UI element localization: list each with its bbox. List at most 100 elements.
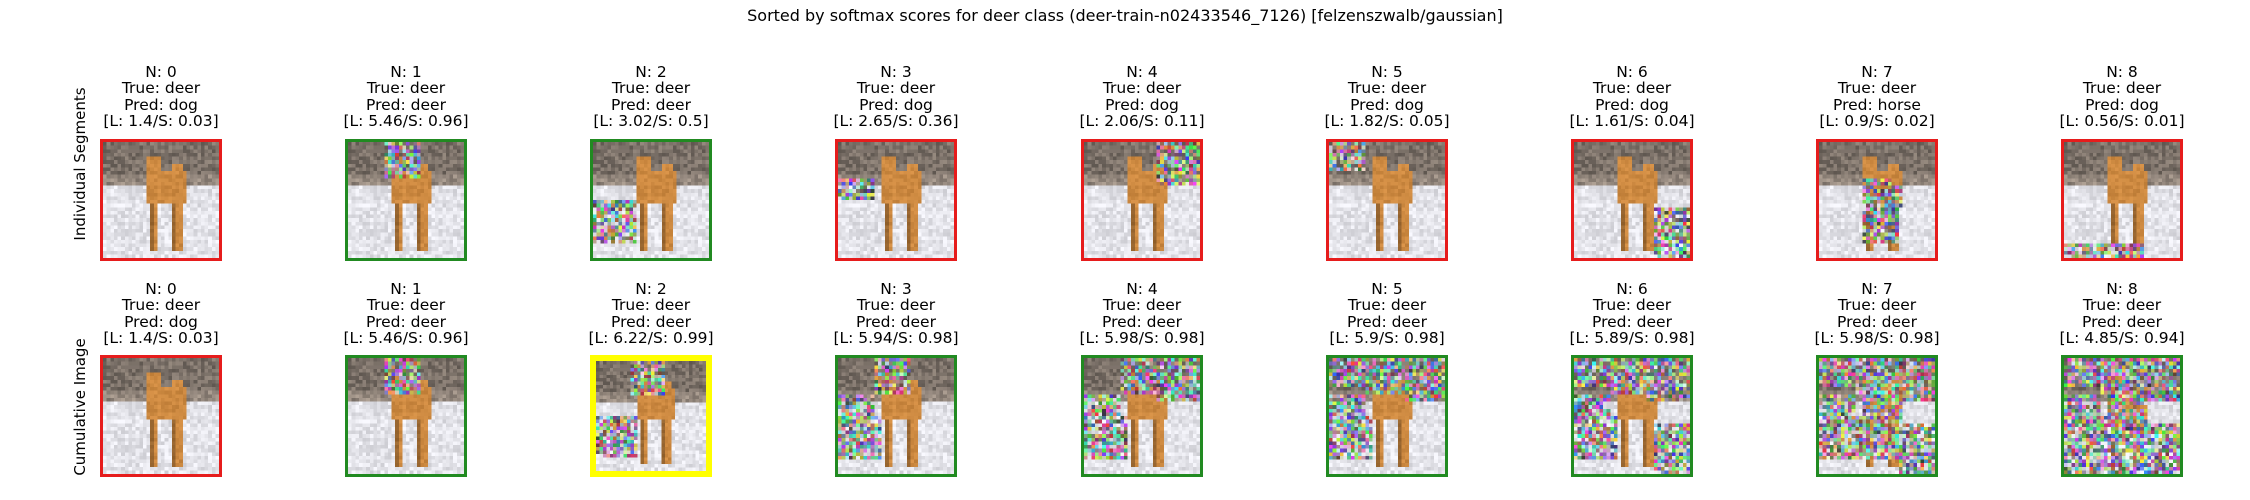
- segment-count: N: 7: [1861, 63, 1893, 81]
- true-label: True: deer: [1837, 79, 1917, 98]
- predicted-label: Pred: horse: [1833, 95, 1921, 114]
- true-label: True: deer: [1347, 79, 1427, 98]
- predicted-label: Pred: deer: [1102, 312, 1182, 331]
- cumulative-thumbnail-7: [1816, 355, 1938, 477]
- segment-count: N: 5: [1371, 63, 1403, 81]
- cell-caption: N: 7 True: deer Pred: deer [L: 5.98/S: 0.98…: [1777, 281, 1977, 347]
- logit-softmax-score: [L: 2.06/S: 0.11]: [1079, 112, 1205, 131]
- individual-cell-2: N: 2 True: deer Pred: deer [L: 3.02/S: 0.5]: [551, 64, 751, 130]
- segment-count: N: 2: [635, 280, 667, 298]
- deer-photo: [596, 361, 706, 471]
- predicted-label: Pred: deer: [2082, 312, 2162, 331]
- logit-softmax-score: [L: 4.85/S: 0.94]: [2059, 329, 2185, 348]
- deer-photo: [1574, 142, 1690, 258]
- predicted-label: Pred: deer: [1592, 312, 1672, 331]
- predicted-label: Pred: deer: [856, 312, 936, 331]
- cumulative-thumbnail-2: [590, 355, 712, 477]
- cell-caption: N: 5 True: deer Pred: dog [L: 1.82/S: 0.05]: [1287, 64, 1487, 130]
- deer-photo: [103, 358, 219, 474]
- deer-photo: [1084, 358, 1200, 474]
- segment-count: N: 3: [880, 63, 912, 81]
- cumulative-cell-5: N: 5 True: deer Pred: deer [L: 5.9/S: 0.98]: [1287, 281, 1487, 347]
- logit-softmax-score: [L: 1.82/S: 0.05]: [1324, 112, 1450, 131]
- true-label: True: deer: [366, 296, 446, 315]
- individual-cell-3: N: 3 True: deer Pred: dog [L: 2.65/S: 0.36]: [796, 64, 996, 130]
- cell-caption: N: 1 True: deer Pred: deer [L: 5.46/S: 0.96…: [306, 281, 506, 347]
- cell-caption: N: 3 True: deer Pred: dog [L: 2.65/S: 0.36]: [796, 64, 996, 130]
- individual-cell-7: N: 7 True: deer Pred: horse [L: 0.9/S: 0.02…: [1777, 64, 1977, 130]
- predicted-label: Pred: deer: [1837, 312, 1917, 331]
- cumulative-cell-7: N: 7 True: deer Pred: deer [L: 5.98/S: 0.98…: [1777, 281, 1977, 347]
- logit-softmax-score: [L: 5.98/S: 0.98]: [1814, 329, 1940, 348]
- deer-photo: [1819, 142, 1935, 258]
- true-label: True: deer: [2082, 296, 2162, 315]
- individual-thumbnail-7: [1816, 139, 1938, 261]
- predicted-label: Pred: dog: [859, 95, 933, 114]
- deer-photo: [1819, 358, 1935, 474]
- cumulative-cell-8: N: 8 True: deer Pred: deer [L: 4.85/S: 0.94…: [2022, 281, 2222, 347]
- cumulative-thumbnail-6: [1571, 355, 1693, 477]
- logit-softmax-score: [L: 0.9/S: 0.02]: [1819, 112, 1935, 131]
- cumulative-thumbnail-5: [1326, 355, 1448, 477]
- deer-photo: [2064, 358, 2180, 474]
- individual-thumbnail-6: [1571, 139, 1693, 261]
- true-label: True: deer: [611, 296, 691, 315]
- true-label: True: deer: [611, 79, 691, 98]
- logit-softmax-score: [L: 1.4/S: 0.03]: [103, 112, 219, 131]
- deer-photo: [348, 142, 464, 258]
- cell-caption: N: 6 True: deer Pred: dog [L: 1.61/S: 0.04]: [1532, 64, 1732, 130]
- cell-caption: N: 5 True: deer Pred: deer [L: 5.9/S: 0.98]: [1287, 281, 1487, 347]
- true-label: True: deer: [1592, 79, 1672, 98]
- logit-softmax-score: [L: 5.94/S: 0.98]: [833, 329, 959, 348]
- segment-count: N: 1: [390, 280, 422, 298]
- true-label: True: deer: [1837, 296, 1917, 315]
- cell-caption: N: 0 True: deer Pred: dog [L: 1.4/S: 0.03]: [61, 64, 261, 130]
- cell-caption: N: 4 True: deer Pred: dog [L: 2.06/S: 0.11]: [1042, 64, 1242, 130]
- deer-photo: [838, 142, 954, 258]
- segment-count: N: 5: [1371, 280, 1403, 298]
- individual-thumbnail-1: [345, 139, 467, 261]
- individual-thumbnail-3: [835, 139, 957, 261]
- logit-softmax-score: [L: 5.46/S: 0.96]: [343, 112, 469, 131]
- cumulative-thumbnail-8: [2061, 355, 2183, 477]
- logit-softmax-score: [L: 1.4/S: 0.03]: [103, 329, 219, 348]
- cumulative-thumbnail-1: [345, 355, 467, 477]
- row-label-cumulative-image: Cumulative Image: [71, 338, 89, 476]
- individual-cell-0: N: 0 True: deer Pred: dog [L: 1.4/S: 0.03]: [61, 64, 261, 130]
- segment-count: N: 0: [145, 63, 177, 81]
- figure-title: Sorted by softmax scores for deer class …: [747, 6, 1503, 25]
- deer-photo: [593, 142, 709, 258]
- cell-caption: N: 2 True: deer Pred: deer [L: 6.22/S: 0.99…: [551, 281, 751, 347]
- segment-count: N: 4: [1126, 280, 1158, 298]
- individual-thumbnail-0: [100, 139, 222, 261]
- predicted-label: Pred: deer: [1347, 312, 1427, 331]
- cell-caption: N: 8 True: deer Pred: deer [L: 4.85/S: 0.94…: [2022, 281, 2222, 347]
- deer-photo: [348, 358, 464, 474]
- true-label: True: deer: [366, 79, 446, 98]
- cell-caption: N: 7 True: deer Pred: horse [L: 0.9/S: 0.02…: [1777, 64, 1977, 130]
- logit-softmax-score: [L: 5.89/S: 0.98]: [1569, 329, 1695, 348]
- deer-photo: [2064, 142, 2180, 258]
- cumulative-cell-4: N: 4 True: deer Pred: deer [L: 5.98/S: 0.98…: [1042, 281, 1242, 347]
- logit-softmax-score: [L: 5.9/S: 0.98]: [1329, 329, 1445, 348]
- cumulative-thumbnail-3: [835, 355, 957, 477]
- predicted-label: Pred: dog: [1350, 95, 1424, 114]
- true-label: True: deer: [121, 296, 201, 315]
- cell-caption: N: 2 True: deer Pred: deer [L: 3.02/S: 0.5]: [551, 64, 751, 130]
- predicted-label: Pred: dog: [1595, 95, 1669, 114]
- individual-thumbnail-5: [1326, 139, 1448, 261]
- predicted-label: Pred: dog: [2085, 95, 2159, 114]
- true-label: True: deer: [1592, 296, 1672, 315]
- cell-caption: N: 1 True: deer Pred: deer [L: 5.46/S: 0.96…: [306, 64, 506, 130]
- segment-count: N: 4: [1126, 63, 1158, 81]
- true-label: True: deer: [1347, 296, 1427, 315]
- logit-softmax-score: [L: 5.46/S: 0.96]: [343, 329, 469, 348]
- segment-count: N: 6: [1616, 63, 1648, 81]
- individual-thumbnail-4: [1081, 139, 1203, 261]
- true-label: True: deer: [856, 296, 936, 315]
- segment-count: N: 8: [2106, 280, 2138, 298]
- individual-cell-8: N: 8 True: deer Pred: dog [L: 0.56/S: 0.01]: [2022, 64, 2222, 130]
- segment-count: N: 1: [390, 63, 422, 81]
- cumulative-cell-1: N: 1 True: deer Pred: deer [L: 5.46/S: 0.96…: [306, 281, 506, 347]
- deer-photo: [1329, 358, 1445, 474]
